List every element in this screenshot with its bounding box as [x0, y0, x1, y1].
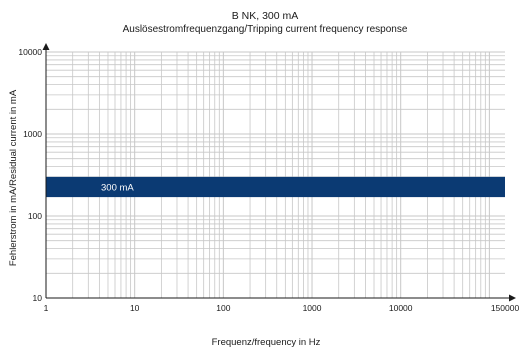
band-layer: 300 mA	[46, 176, 505, 198]
axes	[42, 43, 516, 302]
y-axis-arrow	[42, 43, 50, 50]
x-tick-label: 1000	[303, 303, 322, 313]
y-tick-label: 10	[33, 293, 43, 303]
y-axis-label: Fehlerstrom in mA/Residual current in mA	[8, 89, 19, 266]
x-axis-label: Frequenz/frequency in Hz	[212, 337, 321, 348]
x-tick-label: 100	[216, 303, 230, 313]
series-label-0: 300 mA	[101, 182, 134, 193]
x-tick-label: 10000	[389, 303, 413, 313]
chart-subtitle: Auslösestromfrequenzgang/Tripping curren…	[123, 24, 408, 35]
series-band-0	[46, 176, 505, 198]
y-tick-label: 1000	[23, 129, 42, 139]
y-tick-label: 100	[28, 211, 42, 221]
chart-title: B NK, 300 mA	[232, 10, 299, 22]
x-tick-label: 150000	[491, 303, 519, 313]
x-axis-arrow	[509, 294, 516, 302]
x-tick-label: 1	[44, 303, 49, 313]
x-tick-label: 10	[130, 303, 140, 313]
grid	[46, 51, 505, 298]
y-tick-label: 10000	[18, 47, 42, 57]
